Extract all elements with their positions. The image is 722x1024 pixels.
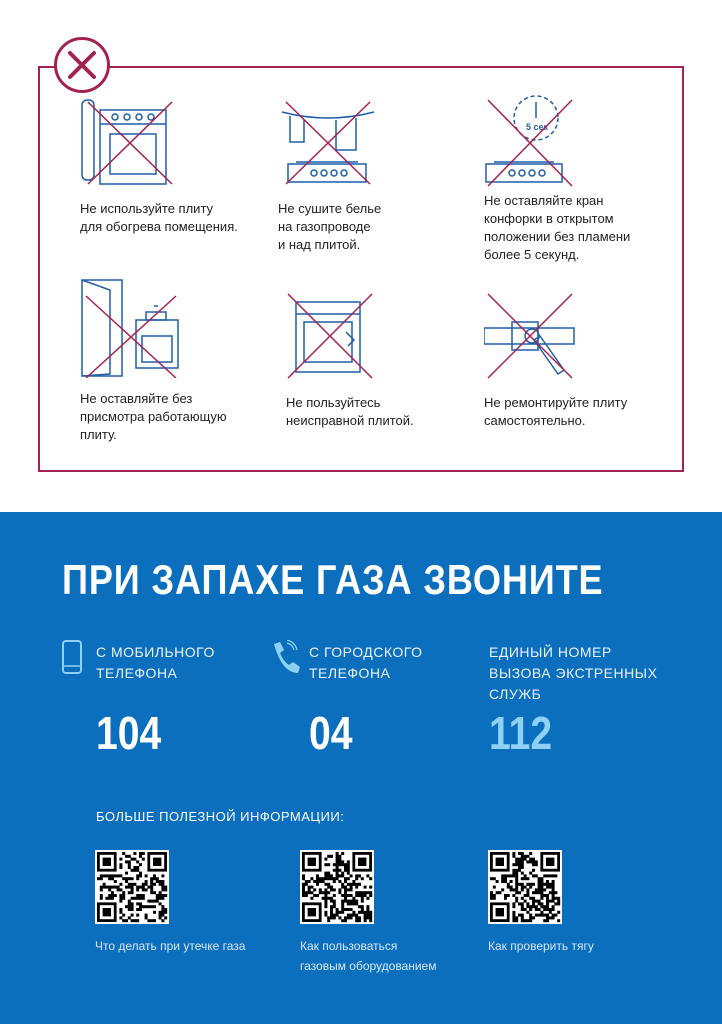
broken-stove-icon <box>287 293 373 379</box>
emergency-title: ПРИ ЗАПАХЕ ГАЗА ЗВОНИТЕ <box>62 556 604 603</box>
rule-item: Не сушите белье на газопроводе и над пли… <box>278 98 468 254</box>
more-info-heading: БОЛЬШЕ ПОЛЕЗНОЙ ИНФОРМАЦИИ: <box>96 809 345 824</box>
unified-number: 112 <box>489 707 553 759</box>
qr-code[interactable] <box>488 850 562 924</box>
mobile-column: С мобильного телефона <box>96 644 215 681</box>
rule-item: Не пользуйтесь неисправной плитой. <box>286 292 476 430</box>
qr-code[interactable] <box>300 850 374 924</box>
stove-heater-icon <box>81 99 173 185</box>
emergency-section: ПРИ ЗАПАХЕ ГАЗА ЗВОНИТЕ С мобильного тел… <box>0 512 722 1024</box>
unified-column: Единый номер вызова экстренных служб <box>489 644 658 702</box>
qr-caption: Что делать при утечке газа <box>95 939 246 953</box>
rule-item: Не ремонтируйте плиту самостоятельно. <box>484 292 674 430</box>
qr-caption: Как пользоваться газовым оборудованием <box>300 939 437 973</box>
timer-burner-icon: 5 сек <box>485 95 573 187</box>
unattended-stove-icon <box>81 279 179 378</box>
landline-phone-icon <box>274 640 300 673</box>
rule-item: 5 сек Не оставляйте кран конфорки в откр… <box>484 90 674 264</box>
rule-item: Не оставляйте без присмотра работающую п… <box>80 278 270 444</box>
timer-label: 5 сек <box>526 122 549 132</box>
wrench-pipe-icon <box>484 293 575 379</box>
safety-rules-frame <box>38 66 684 472</box>
qr-code[interactable] <box>95 850 169 924</box>
landline-column: С городского телефона <box>309 644 423 681</box>
rule-item: Не используйте плиту для обогрева помеще… <box>80 98 270 236</box>
mobile-number: 104 <box>96 707 162 759</box>
mobile-phone-icon <box>62 640 82 674</box>
crossed-circle-icon <box>54 37 110 93</box>
qr-caption: Как проверить тягу <box>488 939 594 953</box>
laundry-over-stove-icon <box>281 101 375 185</box>
landline-number: 04 <box>309 707 353 759</box>
